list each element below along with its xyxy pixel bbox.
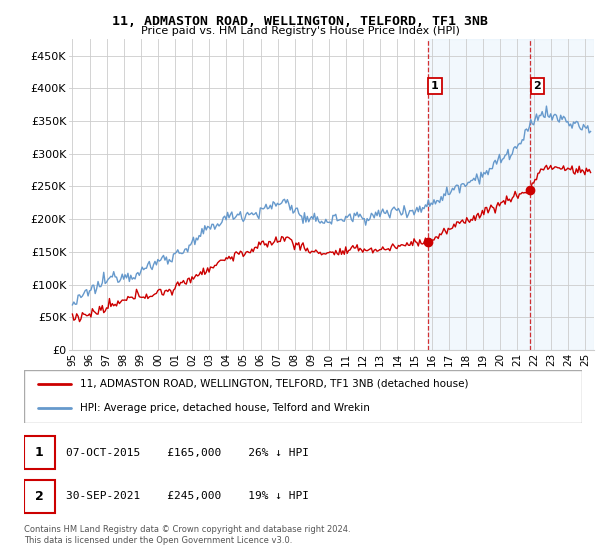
Text: 11, ADMASTON ROAD, WELLINGTON, TELFORD, TF1 3NB (detached house): 11, ADMASTON ROAD, WELLINGTON, TELFORD, … (80, 379, 469, 389)
FancyBboxPatch shape (24, 370, 582, 423)
Text: 2: 2 (533, 81, 541, 91)
Text: 07-OCT-2015    £165,000    26% ↓ HPI: 07-OCT-2015 £165,000 26% ↓ HPI (66, 448, 309, 458)
Text: Price paid vs. HM Land Registry's House Price Index (HPI): Price paid vs. HM Land Registry's House … (140, 26, 460, 36)
Text: 1: 1 (35, 446, 44, 459)
Bar (428, 39, 530, 350)
Text: 2: 2 (35, 490, 44, 503)
Text: HPI: Average price, detached house, Telford and Wrekin: HPI: Average price, detached house, Telf… (80, 403, 370, 413)
FancyBboxPatch shape (24, 480, 55, 513)
Text: 30-SEP-2021    £245,000    19% ↓ HPI: 30-SEP-2021 £245,000 19% ↓ HPI (66, 491, 309, 501)
Text: Contains HM Land Registry data © Crown copyright and database right 2024.
This d: Contains HM Land Registry data © Crown c… (24, 525, 350, 545)
Text: 11, ADMASTON ROAD, WELLINGTON, TELFORD, TF1 3NB: 11, ADMASTON ROAD, WELLINGTON, TELFORD, … (112, 15, 488, 28)
FancyBboxPatch shape (24, 436, 55, 469)
Text: 1: 1 (431, 81, 439, 91)
Bar (530, 39, 594, 350)
